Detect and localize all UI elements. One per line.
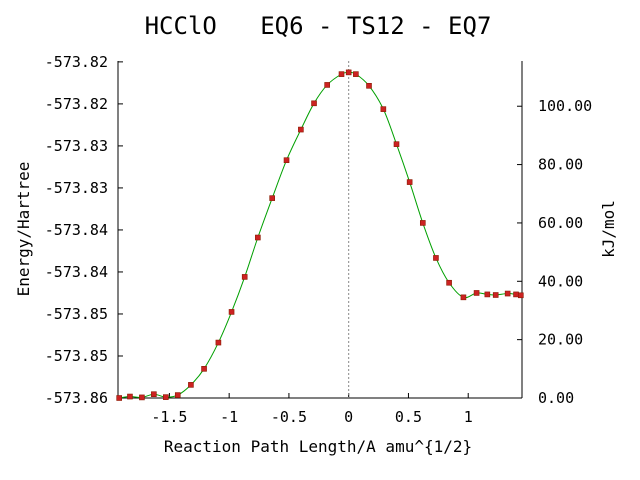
- data-point: [338, 71, 345, 77]
- right-tick-label: 0.00: [538, 389, 574, 407]
- energy-curve: [119, 71, 521, 399]
- data-point: [163, 394, 169, 400]
- data-point: [269, 195, 275, 201]
- data-point: [393, 141, 400, 147]
- data-point: [241, 274, 248, 280]
- left-tick-label: -573.84: [45, 263, 108, 281]
- right-tick-label: 80.00: [538, 156, 583, 174]
- data-point: [255, 234, 261, 241]
- left-tick-label: -573.82: [45, 53, 108, 71]
- data-point: [366, 83, 372, 89]
- data-point: [188, 382, 194, 388]
- data-point: [345, 69, 352, 76]
- chart-title: HCClO EQ6 - TS12 - EQ7: [145, 12, 492, 40]
- data-point: [127, 393, 133, 400]
- right-tick-label: 40.00: [538, 272, 583, 290]
- left-tick-label: -573.84: [45, 221, 108, 239]
- x-tick-label: 0: [344, 408, 353, 426]
- left-tick-label: -573.85: [45, 305, 108, 323]
- data-point: [201, 366, 207, 372]
- data-point: [473, 290, 480, 296]
- data-point: [311, 100, 317, 107]
- x-tick-label: 1: [464, 408, 473, 426]
- left-tick-label: -573.82: [45, 95, 108, 113]
- left-tick-label: -573.83: [45, 179, 108, 197]
- left-tick-label: -573.86: [45, 389, 108, 407]
- data-point: [151, 391, 157, 398]
- right-axis-ticks: 0.00 20.00 40.00 60.00 80.00 100.00: [517, 97, 592, 407]
- right-tick-label: 60.00: [538, 214, 583, 232]
- data-point: [116, 395, 122, 401]
- data-point: [228, 309, 235, 315]
- data-point: [460, 294, 467, 301]
- data-point: [492, 292, 499, 298]
- x-tick-label: -0.5: [271, 408, 307, 426]
- data-point: [283, 157, 290, 164]
- right-tick-label: 100.00: [538, 97, 592, 115]
- x-tick-label: 0.5: [395, 408, 422, 426]
- data-point: [504, 290, 511, 297]
- x-tick-label: -1: [220, 408, 238, 426]
- data-point: [353, 71, 359, 77]
- data-point: [484, 291, 491, 298]
- data-points: [116, 69, 524, 401]
- data-point: [215, 339, 222, 346]
- data-point: [513, 291, 519, 298]
- left-tick-label: -573.85: [45, 347, 108, 365]
- left-tick-label: -573.83: [45, 137, 108, 155]
- data-point: [324, 82, 330, 88]
- data-point: [298, 126, 304, 133]
- data-point: [433, 255, 439, 261]
- data-point: [518, 292, 524, 299]
- x-tick-label: -1.5: [151, 408, 187, 426]
- y-axis-label-left: Energy/Hartree: [14, 162, 33, 297]
- x-axis-ticks: -1.5 -1 -0.5 0 0.5 1: [151, 393, 473, 426]
- data-point: [406, 179, 413, 185]
- y-axis-label-right: kJ/mol: [599, 200, 618, 258]
- data-point: [174, 392, 181, 398]
- left-axis-ticks: -573.86 -573.85 -573.85 -573.84 -573.84 -573.…: [45, 53, 123, 407]
- data-point: [380, 106, 387, 112]
- data-point: [139, 394, 145, 401]
- data-point: [419, 220, 426, 226]
- x-axis-label: Reaction Path Length/A amu^{1/2}: [164, 437, 472, 456]
- right-tick-label: 20.00: [538, 331, 583, 349]
- data-point: [446, 279, 452, 286]
